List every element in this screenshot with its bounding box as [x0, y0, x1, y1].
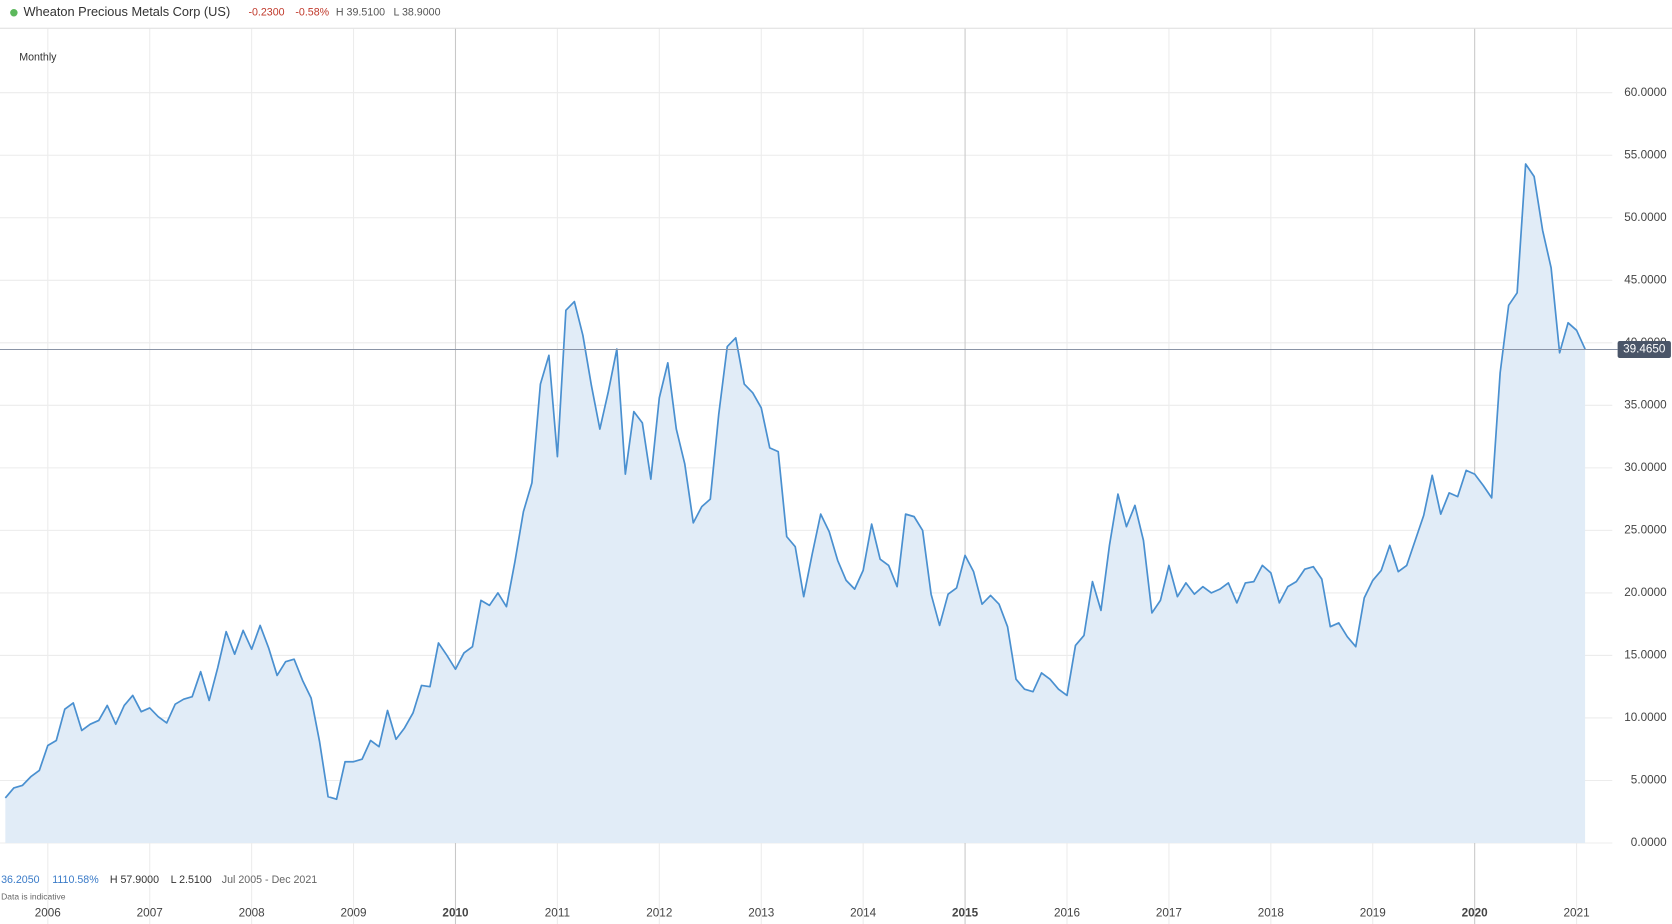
x-tick-label: 2017	[1156, 906, 1182, 919]
y-tick-label: 0.0000	[1631, 836, 1667, 849]
x-tick-label: 2019	[1360, 906, 1386, 919]
footer-change: 1110.58%	[52, 874, 99, 886]
instrument-title: Wheaton Precious Metals Corp (US)	[23, 4, 230, 19]
x-tick-label: 2013	[748, 906, 774, 919]
interval-label: Monthly	[19, 51, 57, 63]
change-pct: -0.58%	[295, 7, 329, 19]
x-tick-label: 2011	[545, 906, 570, 919]
line	[4, 163, 1586, 801]
footer-last: 36.2050	[1, 874, 40, 886]
y-tick-label: 10.0000	[1624, 711, 1667, 724]
status-dot	[10, 9, 18, 17]
x-tick-label: 2010	[442, 906, 469, 919]
current-price-tag	[1617, 340, 1671, 359]
footer-high: H 57.9000	[110, 874, 159, 886]
footer-range: Jul 2005 - Dec 2021	[222, 874, 317, 886]
low: L 38.9000	[393, 7, 440, 19]
y-tick-label: 60.0000	[1624, 86, 1667, 99]
x-tick-label: 2008	[239, 906, 266, 919]
x-tick-label: 2020	[1462, 906, 1489, 919]
y-tick-label: 5.0000	[1631, 774, 1667, 787]
x-tick-label: 2012	[646, 906, 672, 919]
x-tick-label: 2009	[341, 906, 367, 919]
y-tick-label: 35.0000	[1624, 398, 1667, 411]
y-tick-label: 15.0000	[1624, 649, 1667, 662]
area	[5, 163, 1586, 844]
x-tick-label: 2014	[850, 906, 877, 919]
y-tick-label: 55.0000	[1624, 148, 1667, 161]
y-tick-label: 20.0000	[1624, 586, 1667, 599]
high: H 39.5100	[336, 7, 385, 19]
footer-note: Data is indicative	[1, 892, 66, 902]
y-tick-label: 50.0000	[1624, 211, 1667, 224]
y-tick-label: 45.0000	[1624, 273, 1667, 286]
change: -0.2300	[248, 7, 284, 19]
y-tick-label: 25.0000	[1624, 523, 1667, 536]
y-tick-label: 30.0000	[1624, 461, 1667, 474]
x-tick-label: 2021	[1564, 906, 1590, 919]
x-tick-label: 2006	[35, 906, 61, 919]
footer-low: L 2.5100	[171, 874, 212, 886]
current-price-label: 39.4650	[1623, 343, 1666, 356]
x-tick-label: 2007	[137, 906, 163, 919]
x-tick-label: 2015	[952, 906, 979, 919]
x-tick-label: 2016	[1054, 906, 1080, 919]
plot: 39.4650	[0, 163, 1671, 844]
x-tick-label: 2018	[1258, 906, 1285, 919]
grid: 0.0000 5.0000 10.0000 15.0000 20.0000 25.0000…	[0, 28, 1667, 924]
